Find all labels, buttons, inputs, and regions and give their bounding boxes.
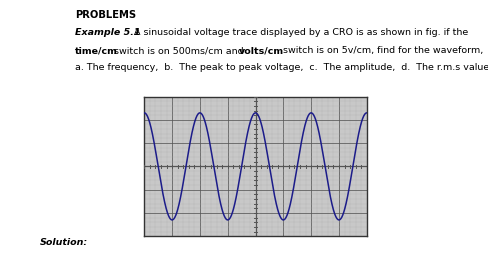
Text: switch is on 500ms/cm and: switch is on 500ms/cm and bbox=[111, 46, 246, 55]
Text: Example 5.1: Example 5.1 bbox=[75, 28, 140, 37]
Text: volts/cm: volts/cm bbox=[239, 46, 284, 55]
Text: Solution:: Solution: bbox=[40, 238, 88, 247]
Text: a. The frequency,  b.  The peak to peak voltage,  c.  The amplitude,  d.  The r.: a. The frequency, b. The peak to peak vo… bbox=[75, 63, 488, 72]
Text: switch is on 5v/cm, find for the waveform,: switch is on 5v/cm, find for the wavefor… bbox=[280, 46, 482, 55]
Text: A sinusoidal voltage trace displayed by a CRO is as shown in fig. if the: A sinusoidal voltage trace displayed by … bbox=[131, 28, 468, 37]
Text: PROBLEMS: PROBLEMS bbox=[75, 10, 136, 20]
Text: time/cm: time/cm bbox=[75, 46, 118, 55]
